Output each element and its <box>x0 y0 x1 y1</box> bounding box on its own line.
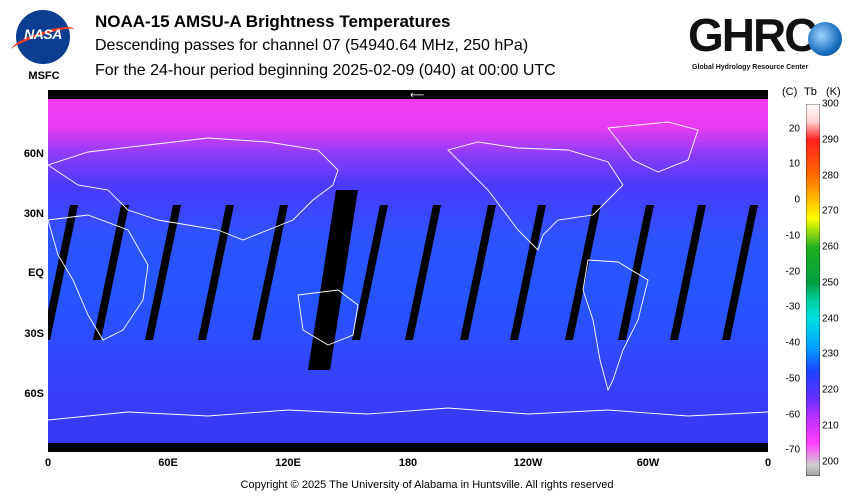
subtitle-channel: Descending passes for channel 07 (54940.… <box>95 37 529 54</box>
subtitle-period: For the 24-hour period beginning 2025-02… <box>95 62 556 79</box>
coast-europe-asia <box>48 137 339 241</box>
colorbar-celsius-tick: -30 <box>785 301 800 313</box>
colorbar-celsius-tick: -40 <box>785 337 800 349</box>
ghrc-logo: GHRC Global Hydrology Resource Center <box>688 10 850 78</box>
swath-gap-11 <box>565 205 601 340</box>
colorbar-celsius-tick: -20 <box>785 266 800 278</box>
temperature-field <box>48 90 768 452</box>
colorbar-kelvin-tick: 300 <box>822 98 839 110</box>
colorbar-kelvin-tick: 280 <box>822 170 839 182</box>
swath-gap-1 <box>48 205 78 340</box>
colorbar-kelvin-tick: 220 <box>822 384 839 396</box>
lat-label-60n: 60N <box>23 148 44 160</box>
nasa-logo: NASA MSFC <box>9 8 77 82</box>
lat-label-eq: EQ <box>28 267 44 279</box>
swath-gap-4 <box>198 205 234 340</box>
colorbar-header-k: (K) <box>826 86 841 98</box>
colorbar-kelvin-tick: 210 <box>822 420 839 432</box>
colorbar-celsius-tick: -70 <box>785 444 800 456</box>
nasa-meatball <box>16 10 70 64</box>
swath-gap-14 <box>722 205 758 340</box>
ghrc-wordmark: GHRC <box>688 9 817 61</box>
lon-label-60w: 60W <box>636 457 660 469</box>
coastlines <box>48 121 768 421</box>
nasa-wordmark: NASA <box>24 26 62 42</box>
colorbar-gradient <box>806 104 820 476</box>
swath-gap-7 <box>352 205 388 340</box>
brightness-temperature-map: ⟵ <box>48 90 768 452</box>
south-pole-gap <box>48 443 768 452</box>
colorbar-celsius-tick: -50 <box>785 373 800 385</box>
colorbar-celsius-tick: -10 <box>785 230 800 242</box>
lon-label-120w: 120W <box>513 457 543 469</box>
swath-gap-3 <box>145 205 181 340</box>
colorbar-celsius-tick: 0 <box>794 194 800 206</box>
swath-gap-10 <box>510 205 546 340</box>
lat-label-60s: 60S <box>24 388 44 400</box>
ghrc-subtitle: Global Hydrology Resource Center <box>692 64 809 71</box>
colorbar-kelvin-tick: 230 <box>822 348 839 360</box>
msfc-label: MSFC <box>28 70 60 82</box>
colorbar-header-c: (C) <box>782 86 798 98</box>
page-title: NOAA-15 AMSU-A Brightness Temperatures <box>95 12 451 31</box>
lon-label-60e: 60E <box>158 457 178 469</box>
swath-gap-5 <box>252 205 288 340</box>
coast-australia <box>297 289 359 346</box>
swath-gap-2 <box>93 205 129 340</box>
colorbar-header-tb: Tb <box>804 86 817 98</box>
colorbar-celsius-tick: 10 <box>788 158 800 170</box>
colorbar-kelvin-tick: 250 <box>822 277 839 289</box>
coast-south-america <box>582 259 649 392</box>
colorbar: (C) Tb (K) 300 290 280 270 260 250 240 230 220 21… <box>770 86 854 496</box>
globe-icon <box>808 22 842 56</box>
swath-gaps <box>48 190 758 370</box>
coast-africa <box>48 214 149 341</box>
coast-north-america <box>447 141 624 251</box>
swath-gap-13 <box>670 205 706 340</box>
copyright-notice: Copyright © 2025 The University of Alaba… <box>240 479 614 491</box>
pass-direction-arrow-icon: ⟵ <box>410 90 424 101</box>
colorbar-kelvin-tick: 200 <box>822 456 839 468</box>
lon-label-0-east: 0 <box>764 457 772 469</box>
colorbar-celsius-tick: 20 <box>788 123 800 134</box>
swath-gap-6 <box>308 190 358 370</box>
swath-gap-9 <box>460 205 496 340</box>
lon-label-0: 0 <box>44 457 52 469</box>
lon-label-180: 180 <box>398 457 418 469</box>
lon-label-120e: 120E <box>275 457 301 469</box>
colorbar-kelvin-tick: 290 <box>822 134 839 146</box>
swath-gap-8 <box>405 205 441 340</box>
north-pole-gap <box>48 90 768 99</box>
lat-label-30n: 30N <box>23 208 44 220</box>
colorbar-kelvin-tick: 240 <box>822 313 839 325</box>
colorbar-kelvin-tick: 270 <box>822 205 839 217</box>
coast-greenland <box>607 121 699 173</box>
colorbar-fill <box>806 104 820 476</box>
coast-antarctica <box>48 407 768 421</box>
lat-label-30s: 30S <box>24 328 44 340</box>
colorbar-celsius-tick: -60 <box>785 409 800 421</box>
colorbar-kelvin-tick: 260 <box>822 241 839 253</box>
